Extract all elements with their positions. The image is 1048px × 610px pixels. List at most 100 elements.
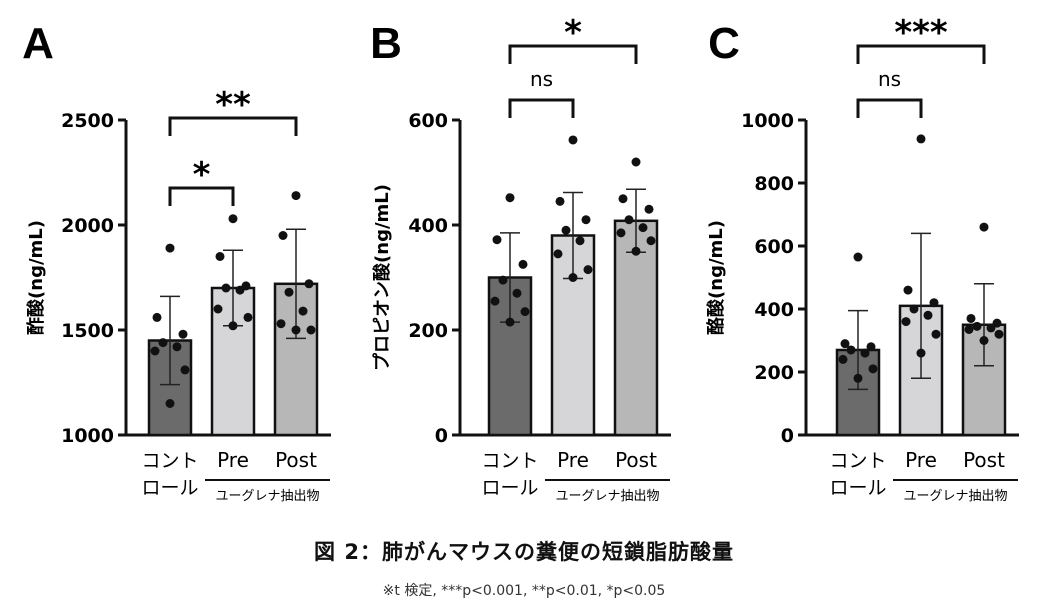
data-point [631, 246, 641, 256]
data-point [505, 317, 515, 327]
data-point [838, 354, 848, 364]
y-tick-label: 600 [408, 110, 448, 132]
data-point [165, 243, 175, 253]
x-tick-label: Pre [217, 448, 249, 472]
data-point [235, 285, 245, 295]
data-point [966, 313, 976, 323]
data-point [228, 214, 238, 224]
data-point [291, 325, 301, 335]
x-tick-label: ロール [141, 477, 198, 499]
data-point [581, 215, 591, 225]
x-tick-label: ロール [481, 477, 538, 499]
data-point [979, 222, 989, 232]
group-label: ユーグレナ抽出物 [903, 489, 1007, 504]
x-tick-label: Post [615, 448, 657, 472]
data-point [972, 321, 982, 331]
data-point [638, 223, 648, 233]
y-axis-label: 酢酸(ng/mL) [25, 220, 47, 335]
significance-bracket [508, 44, 638, 64]
data-point [150, 346, 160, 356]
data-point [916, 348, 926, 358]
figure-caption: 図 2：肺がんマウスの糞便の短鎖脂肪酸量 [314, 540, 734, 564]
data-point [221, 283, 231, 293]
data-point [846, 345, 856, 355]
significance-bracket [168, 186, 235, 206]
data-point [986, 323, 996, 333]
group-label: ユーグレナ抽出物 [555, 489, 659, 504]
significance-bracket [856, 98, 923, 118]
data-point [964, 324, 974, 334]
data-point [505, 193, 515, 203]
data-point [575, 236, 585, 246]
x-tick-label: ロール [829, 477, 886, 499]
data-point [561, 225, 571, 235]
significance-label: ** [215, 85, 251, 125]
significance-label: *** [894, 13, 948, 53]
y-axis-label: プロピオン酸(ng/mL) [371, 184, 393, 371]
data-point [306, 325, 316, 335]
data-point [492, 235, 502, 245]
data-point [866, 342, 876, 352]
data-point [291, 191, 301, 201]
significance-label: ns [530, 67, 553, 91]
y-tick-label: 0 [781, 425, 794, 447]
data-point [553, 249, 563, 259]
data-point [284, 287, 294, 297]
data-point [498, 275, 508, 285]
data-point [172, 342, 182, 352]
significance-label: * [193, 155, 211, 195]
significance-bracket [508, 98, 575, 118]
data-point [568, 135, 578, 145]
data-point [631, 157, 641, 167]
statistics-note: ※t 検定, ***p<0.001, **p<0.01, *p<0.05 [382, 583, 666, 599]
data-point [512, 288, 522, 298]
y-tick-label: 2000 [61, 215, 114, 237]
x-tick-label: コント [141, 450, 198, 472]
x-tick-label: Post [963, 448, 1005, 472]
data-point [931, 329, 941, 339]
panel-letter-C: C [708, 19, 740, 68]
x-tick-label: Pre [905, 448, 937, 472]
y-tick-label: 800 [754, 173, 794, 195]
data-point [180, 365, 190, 375]
significance-bracket [168, 116, 298, 136]
y-tick-label: 400 [754, 299, 794, 321]
data-point [568, 273, 578, 282]
y-tick-label: 1000 [741, 110, 794, 132]
data-point [490, 296, 500, 306]
y-axis-label: 酪酸(ng/mL) [705, 220, 727, 335]
x-tick-label: コント [829, 450, 886, 472]
data-point [555, 196, 565, 206]
data-point [868, 364, 878, 374]
data-point [520, 307, 530, 317]
x-tick-label: コント [481, 450, 538, 472]
data-point [152, 312, 162, 322]
significance-label: * [564, 13, 582, 53]
data-point [853, 252, 863, 262]
y-tick-label: 1500 [61, 320, 114, 342]
data-point [298, 306, 308, 316]
data-point [213, 304, 223, 314]
data-point [840, 339, 850, 349]
y-tick-label: 400 [408, 215, 448, 237]
data-point [583, 265, 593, 275]
data-point [178, 329, 188, 339]
data-point [624, 215, 634, 225]
data-point [929, 298, 939, 308]
data-point [243, 312, 253, 322]
data-point [994, 329, 1004, 339]
data-point [304, 279, 314, 289]
data-point [278, 231, 288, 240]
data-point [860, 348, 870, 358]
x-tick-label: Post [275, 448, 317, 472]
data-point [165, 399, 175, 408]
x-tick-label: Pre [557, 448, 589, 472]
data-point [276, 319, 286, 329]
data-point [215, 252, 225, 261]
data-point [228, 321, 238, 331]
y-tick-label: 200 [408, 320, 448, 342]
data-point [618, 194, 628, 204]
y-tick-label: 0 [435, 425, 448, 447]
data-point [923, 310, 933, 320]
